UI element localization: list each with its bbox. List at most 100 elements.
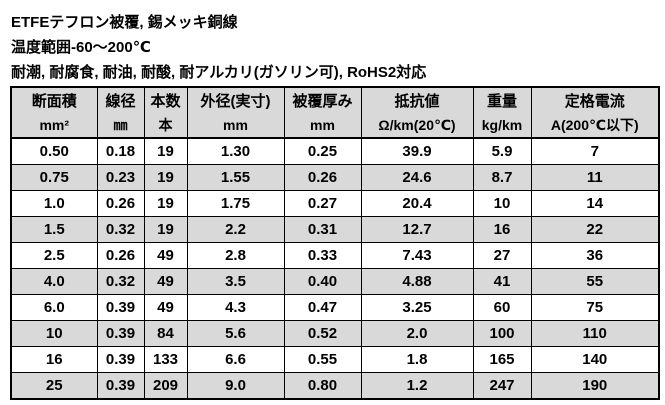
table-cell: 0.39: [96, 372, 145, 400]
table-cell: 0.32: [96, 216, 145, 243]
column-header-7: 定格電流 A(200℃以下): [530, 86, 660, 139]
table-cell: 0.39: [96, 320, 145, 347]
table-cell: 19: [143, 164, 188, 191]
table-cell: 2.5: [10, 242, 98, 269]
table-cell: 9.0: [186, 372, 285, 400]
table-cell: 25: [10, 372, 98, 400]
column-header-3: 外径(実寸) mm: [186, 86, 285, 139]
column-header-5: 抵抗値 Ω/km(20℃): [360, 86, 474, 139]
table-cell: 0.26: [283, 164, 362, 191]
table-cell: 1.55: [186, 164, 285, 191]
column-name: 抵抗値: [394, 93, 440, 110]
table-cell: 6.0: [10, 294, 98, 321]
table-cell: 0.52: [283, 320, 362, 347]
table-row: 1.0 0.26 19 1.75 0.27 20.4 10 14: [10, 190, 660, 217]
table-cell: 0.27: [283, 190, 362, 217]
table-cell: 0.25: [283, 137, 362, 165]
column-unit: Ω/km(20℃): [378, 117, 456, 133]
table-cell: 7: [530, 137, 660, 165]
table-cell: 22: [530, 216, 660, 243]
table-cell: 1.8: [360, 346, 474, 373]
table-cell: 0.32: [96, 268, 145, 295]
table-cell: 110: [530, 320, 660, 347]
table-cell: 27: [472, 242, 532, 269]
column-unit: kg/km: [481, 117, 523, 133]
table-cell: 12.7: [360, 216, 474, 243]
table-cell: 7.43: [360, 242, 474, 269]
table-cell: 2.2: [186, 216, 285, 243]
table-cell: 0.31: [283, 216, 362, 243]
table-row: 4.0 0.32 49 3.5 0.40 4.88 41 55: [10, 268, 660, 295]
column-header-2: 本数本: [143, 86, 188, 139]
table-body: 0.50 0.18 19 1.30 0.25 39.9 5.9 7 0.75 0.23 19 1.55…: [10, 137, 660, 400]
table-cell: 19: [143, 216, 188, 243]
table-cell: 133: [143, 346, 188, 373]
table-cell: 3.25: [360, 294, 474, 321]
table-cell: 0.80: [283, 372, 362, 400]
intro-text: ETFEテフロン被覆, 錫メッキ銅線 温度範囲-60～200℃ 耐潮, 耐腐食,…: [0, 0, 665, 85]
table-cell: 75: [530, 294, 660, 321]
column-unit: mm: [310, 117, 335, 133]
table-cell: 6.6: [186, 346, 285, 373]
table-row: 1.5 0.32 19 2.2 0.31 12.7 16 22: [10, 216, 660, 243]
table-cell: 247: [472, 372, 532, 400]
table-cell: 19: [143, 190, 188, 217]
table-cell: 10: [10, 320, 98, 347]
column-name: 重量: [486, 93, 517, 110]
table-cell: 14: [530, 190, 660, 217]
table-cell: 140: [530, 346, 660, 373]
table-cell: 0.40: [283, 268, 362, 295]
table-cell: 4.0: [10, 268, 98, 295]
table-cell: 0.47: [283, 294, 362, 321]
table-row: 10 0.39 84 5.6 0.52 2.0 100 110: [10, 320, 660, 347]
column-unit: mm²: [39, 117, 70, 133]
table-cell: 19: [143, 137, 188, 165]
column-header-0: 断面積 mm²: [10, 86, 98, 139]
table-cell: 2.8: [186, 242, 285, 269]
table-cell: 24.6: [360, 164, 474, 191]
table-cell: 16: [472, 216, 532, 243]
table-row: 0.75 0.23 19 1.55 0.26 24.6 8.7 11: [10, 164, 660, 191]
column-header-6: 重量 kg/km: [472, 86, 532, 139]
column-unit: ㎜: [113, 117, 128, 133]
table-cell: 0.18: [96, 137, 145, 165]
table-cell: 49: [143, 294, 188, 321]
table-cell: 1.30: [186, 137, 285, 165]
resistance-properties: 耐潮, 耐腐食, 耐油, 耐酸, 耐アルカリ(ガソリン可), RoHS2対応: [11, 64, 427, 81]
column-unit: A(200℃以下): [550, 117, 639, 133]
table-cell: 2.0: [360, 320, 474, 347]
table-cell: 3.5: [186, 268, 285, 295]
table-row: 6.0 0.39 49 4.3 0.47 3.25 60 75: [10, 294, 660, 321]
table-cell: 1.5: [10, 216, 98, 243]
table-cell: 49: [143, 268, 188, 295]
column-unit: mm: [223, 117, 248, 133]
column-unit: 本: [158, 117, 173, 133]
table-row: 16 0.39 133 6.6 0.55 1.8 165 140: [10, 346, 660, 373]
column-name: 本数: [150, 93, 181, 110]
table-cell: 0.39: [96, 346, 145, 373]
table-cell: 84: [143, 320, 188, 347]
column-name: 線径: [105, 93, 136, 110]
table-cell: 165: [472, 346, 532, 373]
table-row: 0.50 0.18 19 1.30 0.25 39.9 5.9 7: [10, 137, 660, 165]
table-cell: 10: [472, 190, 532, 217]
table-row: 25 0.39 209 9.0 0.80 1.2 247 190: [10, 372, 660, 400]
table-cell: 49: [143, 242, 188, 269]
table-cell: 0.55: [283, 346, 362, 373]
column-name: 外径(実寸): [200, 93, 271, 110]
table-cell: 0.39: [96, 294, 145, 321]
table-cell: 0.75: [10, 164, 98, 191]
table-cell: 1.0: [10, 190, 98, 217]
table-cell: 100: [472, 320, 532, 347]
table-cell: 1.2: [360, 372, 474, 400]
table-cell: 0.50: [10, 137, 98, 165]
table-cell: 0.26: [96, 190, 145, 217]
table-cell: 55: [530, 268, 660, 295]
product-title: ETFEテフロン被覆, 錫メッキ銅線: [11, 14, 238, 31]
table-cell: 36: [530, 242, 660, 269]
table-cell: 11: [530, 164, 660, 191]
column-name: 断面積: [31, 93, 77, 110]
